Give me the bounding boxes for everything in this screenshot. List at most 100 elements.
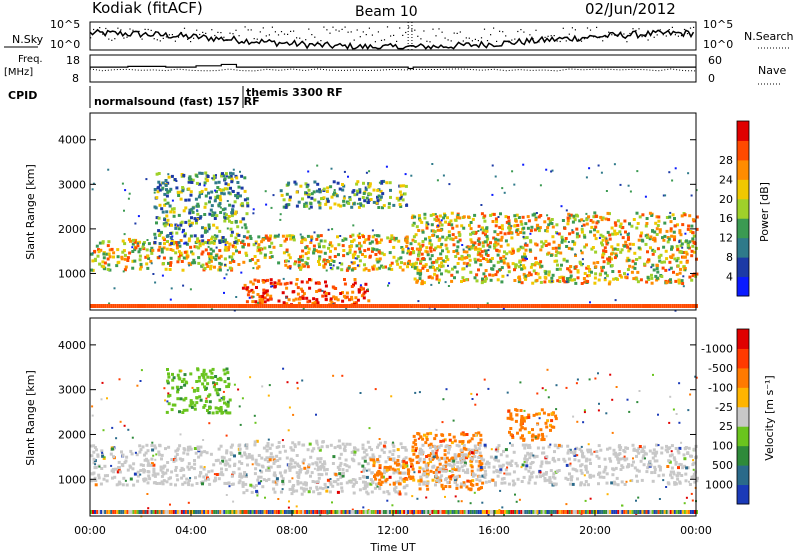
power-cell (162, 256, 166, 260)
power-cell (458, 238, 462, 242)
power-cell (348, 196, 352, 199)
power-cell (317, 289, 321, 293)
power-cell (249, 237, 253, 240)
power-cell (230, 221, 234, 224)
power-cell (456, 216, 460, 219)
power-cell (679, 244, 683, 248)
power-cell (369, 198, 373, 201)
power-cell (671, 213, 675, 217)
vel-cell (527, 415, 531, 419)
power-cell (480, 281, 484, 285)
power-noise (388, 282, 391, 285)
power-ground-scatter (625, 304, 628, 308)
power-cell (595, 221, 599, 225)
power-cell (169, 256, 173, 260)
nsky-tick-top: 10^5 (50, 18, 80, 31)
power-cell (660, 275, 664, 278)
power-cell (604, 250, 608, 253)
power-cell (322, 245, 326, 249)
power-cell (363, 199, 367, 203)
power-ground-scatter (405, 304, 408, 308)
nsearch-point (332, 26, 334, 28)
power-noise (551, 169, 554, 172)
vel-cell (260, 456, 264, 460)
vel-cell (255, 462, 259, 466)
power-noise (407, 262, 409, 265)
power-cell (256, 246, 260, 249)
vel-cell (684, 479, 688, 483)
power-cell (364, 188, 368, 192)
power-ground-scatter (354, 304, 357, 308)
power-cell (204, 229, 207, 233)
power-cell (587, 273, 591, 277)
power-ground-scatter (168, 304, 171, 308)
power-ground-scatter (524, 304, 527, 308)
nsearch-point (329, 32, 331, 34)
power-cell (183, 250, 187, 254)
power-noise (513, 183, 516, 186)
vel-cell (550, 412, 554, 416)
power-cell (378, 241, 382, 244)
power-cell (324, 202, 328, 206)
power-cell (473, 257, 477, 261)
power-cell (566, 219, 570, 223)
power-cell (301, 249, 305, 253)
power-cell (108, 268, 112, 272)
power-cell (362, 287, 365, 291)
power-cell (458, 216, 462, 220)
vel-cell (625, 457, 629, 461)
power-cell (591, 220, 595, 224)
power-cell (597, 278, 601, 282)
power-cell (405, 245, 409, 248)
vel-cell (640, 478, 644, 482)
power-cell (207, 239, 211, 243)
vel-cell (660, 451, 664, 455)
vel-cell (617, 461, 621, 465)
vel-cell (166, 461, 170, 464)
nsearch-point (229, 32, 231, 34)
power-cell (506, 243, 510, 247)
vel-cell (445, 477, 449, 480)
power-cell (273, 234, 277, 238)
power-cell (421, 240, 425, 243)
vel-cell (409, 459, 413, 463)
power-cell (359, 203, 363, 207)
vel-cell (443, 449, 447, 453)
power-noise (163, 217, 166, 220)
vel-cell (420, 452, 423, 456)
vel-cell (457, 453, 461, 457)
power-cell (169, 261, 173, 265)
power-cell (246, 293, 250, 297)
vel-cell (605, 481, 609, 485)
power-ground-scatter (584, 304, 587, 308)
power-cell (656, 276, 659, 280)
vel-cell (398, 476, 402, 480)
power-cell (453, 276, 456, 280)
nsearch-point (159, 40, 161, 42)
vel-cell (642, 463, 646, 467)
power-noise (436, 179, 439, 182)
vel-cell (152, 467, 156, 471)
power-cell (445, 247, 449, 251)
power-cell (575, 232, 579, 236)
vel-cell (377, 482, 381, 485)
power-cell (599, 233, 603, 237)
power-cell (380, 180, 384, 184)
vel-cell (632, 460, 635, 464)
power-ground-scatter (492, 304, 494, 308)
power-cell (683, 255, 687, 259)
vel-noise (202, 439, 205, 441)
vel-noise (260, 480, 263, 483)
power-cell (427, 235, 431, 239)
vel-cell (551, 475, 555, 479)
power-ground-scatter (439, 304, 442, 308)
vel-noise (481, 501, 484, 504)
nsearch-point (256, 38, 258, 40)
vel-noise (532, 461, 535, 464)
power-cell (484, 233, 487, 237)
vel-cell (493, 457, 497, 461)
power-cell (188, 211, 192, 215)
vel-cell (540, 408, 544, 412)
power-cell (406, 249, 410, 253)
vel-cell (547, 413, 551, 417)
